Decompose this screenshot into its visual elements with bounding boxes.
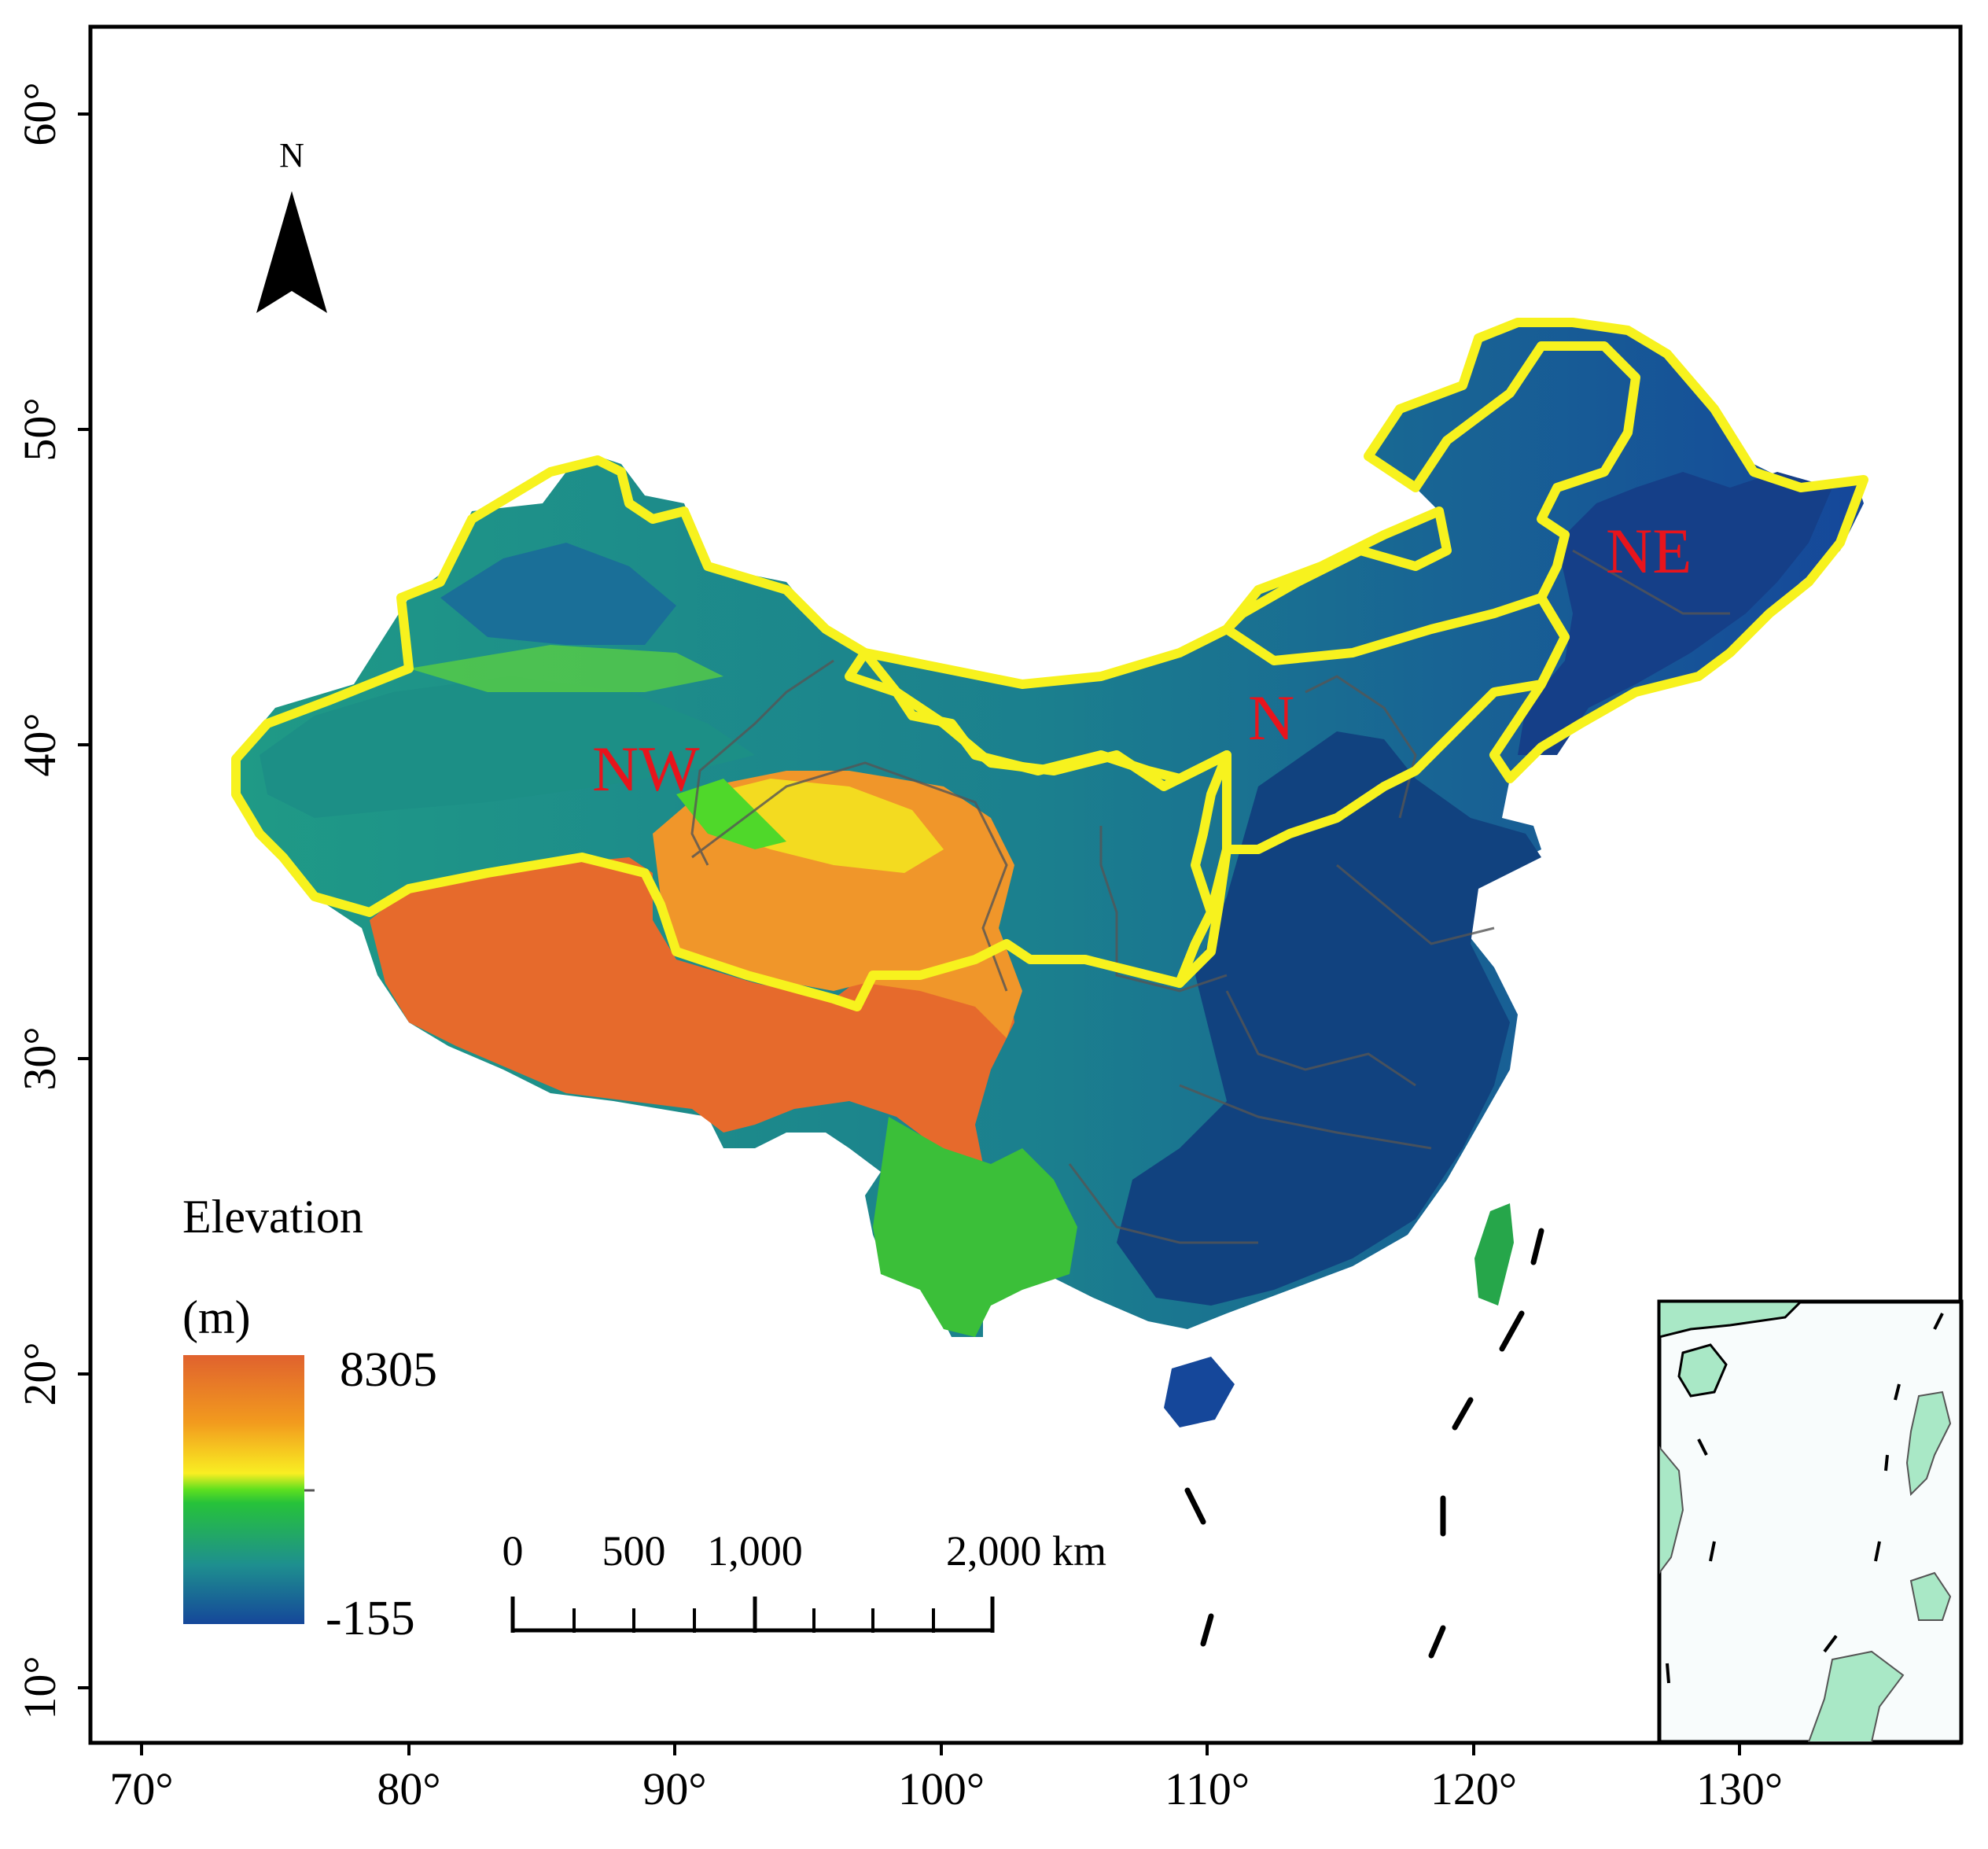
north-arrow-label: N <box>279 136 304 175</box>
x-tick-label: 100° <box>898 1763 985 1814</box>
north-arrow-icon <box>256 191 327 313</box>
x-tick-label: 120° <box>1430 1763 1517 1814</box>
y-tick-label: 50° <box>14 397 65 461</box>
y-tick-label: 20° <box>14 1342 65 1405</box>
northeast-plain <box>1518 472 1832 755</box>
x-tick-label: 90° <box>642 1763 706 1814</box>
nine-dash-line <box>1184 1228 1544 1659</box>
ne-region-boundary <box>1364 318 1868 783</box>
north-arrow: N <box>256 136 327 313</box>
x-tick-label: 110° <box>1165 1763 1250 1814</box>
yunnan-highland <box>873 1117 1077 1337</box>
legend-color-ramp <box>183 1355 304 1624</box>
x-tick-label: 130° <box>1696 1763 1783 1814</box>
inset-hainan <box>1677 1343 1728 1398</box>
y-tick-label: 40° <box>14 713 65 776</box>
inset-map <box>1657 1299 1964 1744</box>
eastern-lowland <box>1117 731 1541 1306</box>
x-tick-label: 70° <box>109 1763 173 1814</box>
region-boundaries <box>231 318 1868 1011</box>
region-label-ne: NE <box>1606 515 1692 587</box>
junggar-basin <box>440 543 676 645</box>
region-label-n: N <box>1248 682 1294 753</box>
qaidam-green <box>676 779 786 849</box>
legend-unit: (m) <box>182 1291 251 1343</box>
scale-label-1000: 1,000 <box>707 1527 803 1575</box>
legend-title: Elevation <box>182 1191 363 1243</box>
scale-label-0: 0 <box>503 1527 524 1575</box>
y-tick-label: 30° <box>14 1026 65 1090</box>
inset-borneo <box>1807 1650 1905 1742</box>
elevation-legend: Elevation (m) 8305 -155 <box>182 1191 437 1645</box>
taiwan-island <box>1474 1203 1514 1306</box>
region-label-nw: NW <box>592 733 700 805</box>
inset-philippines <box>1905 1390 1952 1497</box>
nw-region-boundary <box>231 455 1231 1011</box>
x-axis: 70° 80° 90° 100° 110° 120° 130° <box>109 1743 1783 1814</box>
y-tick-label: 10° <box>14 1656 65 1719</box>
scale-label-2000: 2,000 km <box>946 1527 1106 1575</box>
legend-min-label: -155 <box>326 1592 415 1645</box>
y-axis: 10° 20° 30° 40° 50° 60° <box>14 82 90 1720</box>
legend-max-label: 8305 <box>340 1343 437 1397</box>
scale-label-500: 500 <box>602 1527 666 1575</box>
china-land <box>236 322 1864 1427</box>
x-tick-label: 80° <box>377 1763 440 1814</box>
inset-vietnam <box>1659 1446 1684 1575</box>
scale-bar: 0 500 1,000 2,000 km <box>503 1527 1106 1633</box>
hainan-island <box>1164 1357 1235 1427</box>
tibet-plateau <box>370 857 1014 1164</box>
y-tick-label: 60° <box>14 82 65 145</box>
tianshan <box>409 645 723 692</box>
province-boundaries <box>690 549 1730 1244</box>
inset-mainland <box>1659 1302 1803 1339</box>
tarim-basin <box>260 676 755 818</box>
inset-palawan <box>1909 1571 1952 1621</box>
